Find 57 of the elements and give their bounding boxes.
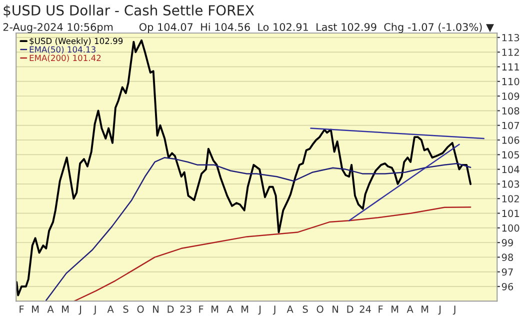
x-tick-label: J — [272, 306, 276, 315]
x-tick-label: M — [392, 306, 398, 313]
x-tick-label: M — [242, 306, 248, 313]
line-series — [45, 156, 472, 302]
x-tick-label: A — [107, 306, 114, 313]
x-tick-label: J — [452, 306, 456, 315]
x-tick-label: N — [332, 306, 338, 313]
x-tick-label: N — [153, 306, 158, 313]
x-tick-label: M — [62, 306, 69, 313]
line-series — [16, 39, 472, 296]
x-tick-label: S — [302, 305, 308, 313]
y-tick-label: 96 — [502, 282, 514, 290]
y-tick-label: 99 — [502, 239, 513, 246]
x-tick-label: F — [378, 306, 383, 313]
x-tick-label: D — [168, 306, 174, 313]
y-tick-label: 113 — [502, 34, 520, 42]
y-tick-label: 100 — [502, 224, 520, 232]
x-tick-label: O — [316, 305, 324, 313]
y-tick-label: 102 — [502, 195, 519, 202]
x-tick-label: J — [258, 306, 261, 315]
x-tick-label: F — [199, 306, 204, 313]
x-tick-label: A — [226, 306, 234, 313]
x-tick-label: M — [212, 306, 218, 313]
x-tick-label: 23 — [180, 305, 192, 313]
y-tick-label: 101 — [502, 210, 519, 218]
x-tick-label: O — [137, 305, 144, 313]
x-tick-label: M — [32, 306, 39, 313]
x-tick-label: A — [406, 306, 414, 313]
x-tick-label: M — [422, 306, 428, 313]
legend-label: EMA(200) 101.42 — [30, 54, 101, 62]
y-tick-label: 104 — [502, 166, 520, 174]
chart-title: $USD US Dollar - Cash Settle FOREX — [4, 4, 254, 18]
y-tick-label: 109 — [502, 92, 520, 100]
y-tick-label: 112 — [502, 48, 519, 56]
x-tick-label: D — [347, 306, 354, 313]
legend-label: EMA(50) 104.13 — [30, 46, 96, 54]
y-tick-label: 105 — [502, 151, 519, 158]
x-tick-label: J — [93, 306, 96, 315]
y-tick-label: 107 — [502, 122, 520, 130]
text: Op 104.07 Hi 104.56 Lo 102.91 Last 102.99 Chg -1.07 (-1.03%) ▼ — [139, 22, 494, 33]
legend-label: $USD (Weekly) 102.99 — [30, 38, 123, 46]
x-tick-label: F — [20, 306, 24, 313]
y-tick-label: 110 — [502, 78, 520, 86]
x-tick-label: J — [78, 306, 82, 315]
chart-subtitle: 2-Aug-2024 10:56pm — [3, 23, 113, 33]
x-tick-label: A — [286, 306, 294, 313]
x-tick-label: A — [47, 306, 54, 313]
y-tick-label: 97 — [502, 268, 513, 276]
y-tick-label: 111 — [502, 63, 519, 70]
line-series — [74, 206, 472, 302]
x-tick-label: S — [123, 305, 128, 313]
x-tick-label: 24 — [360, 305, 371, 313]
x-tick-label: J — [438, 306, 441, 315]
y-tick-label: 103 — [502, 180, 520, 188]
y-tick-label: 98 — [502, 254, 513, 262]
y-tick-label: 106 — [502, 136, 520, 144]
y-tick-label: 108 — [502, 107, 520, 115]
